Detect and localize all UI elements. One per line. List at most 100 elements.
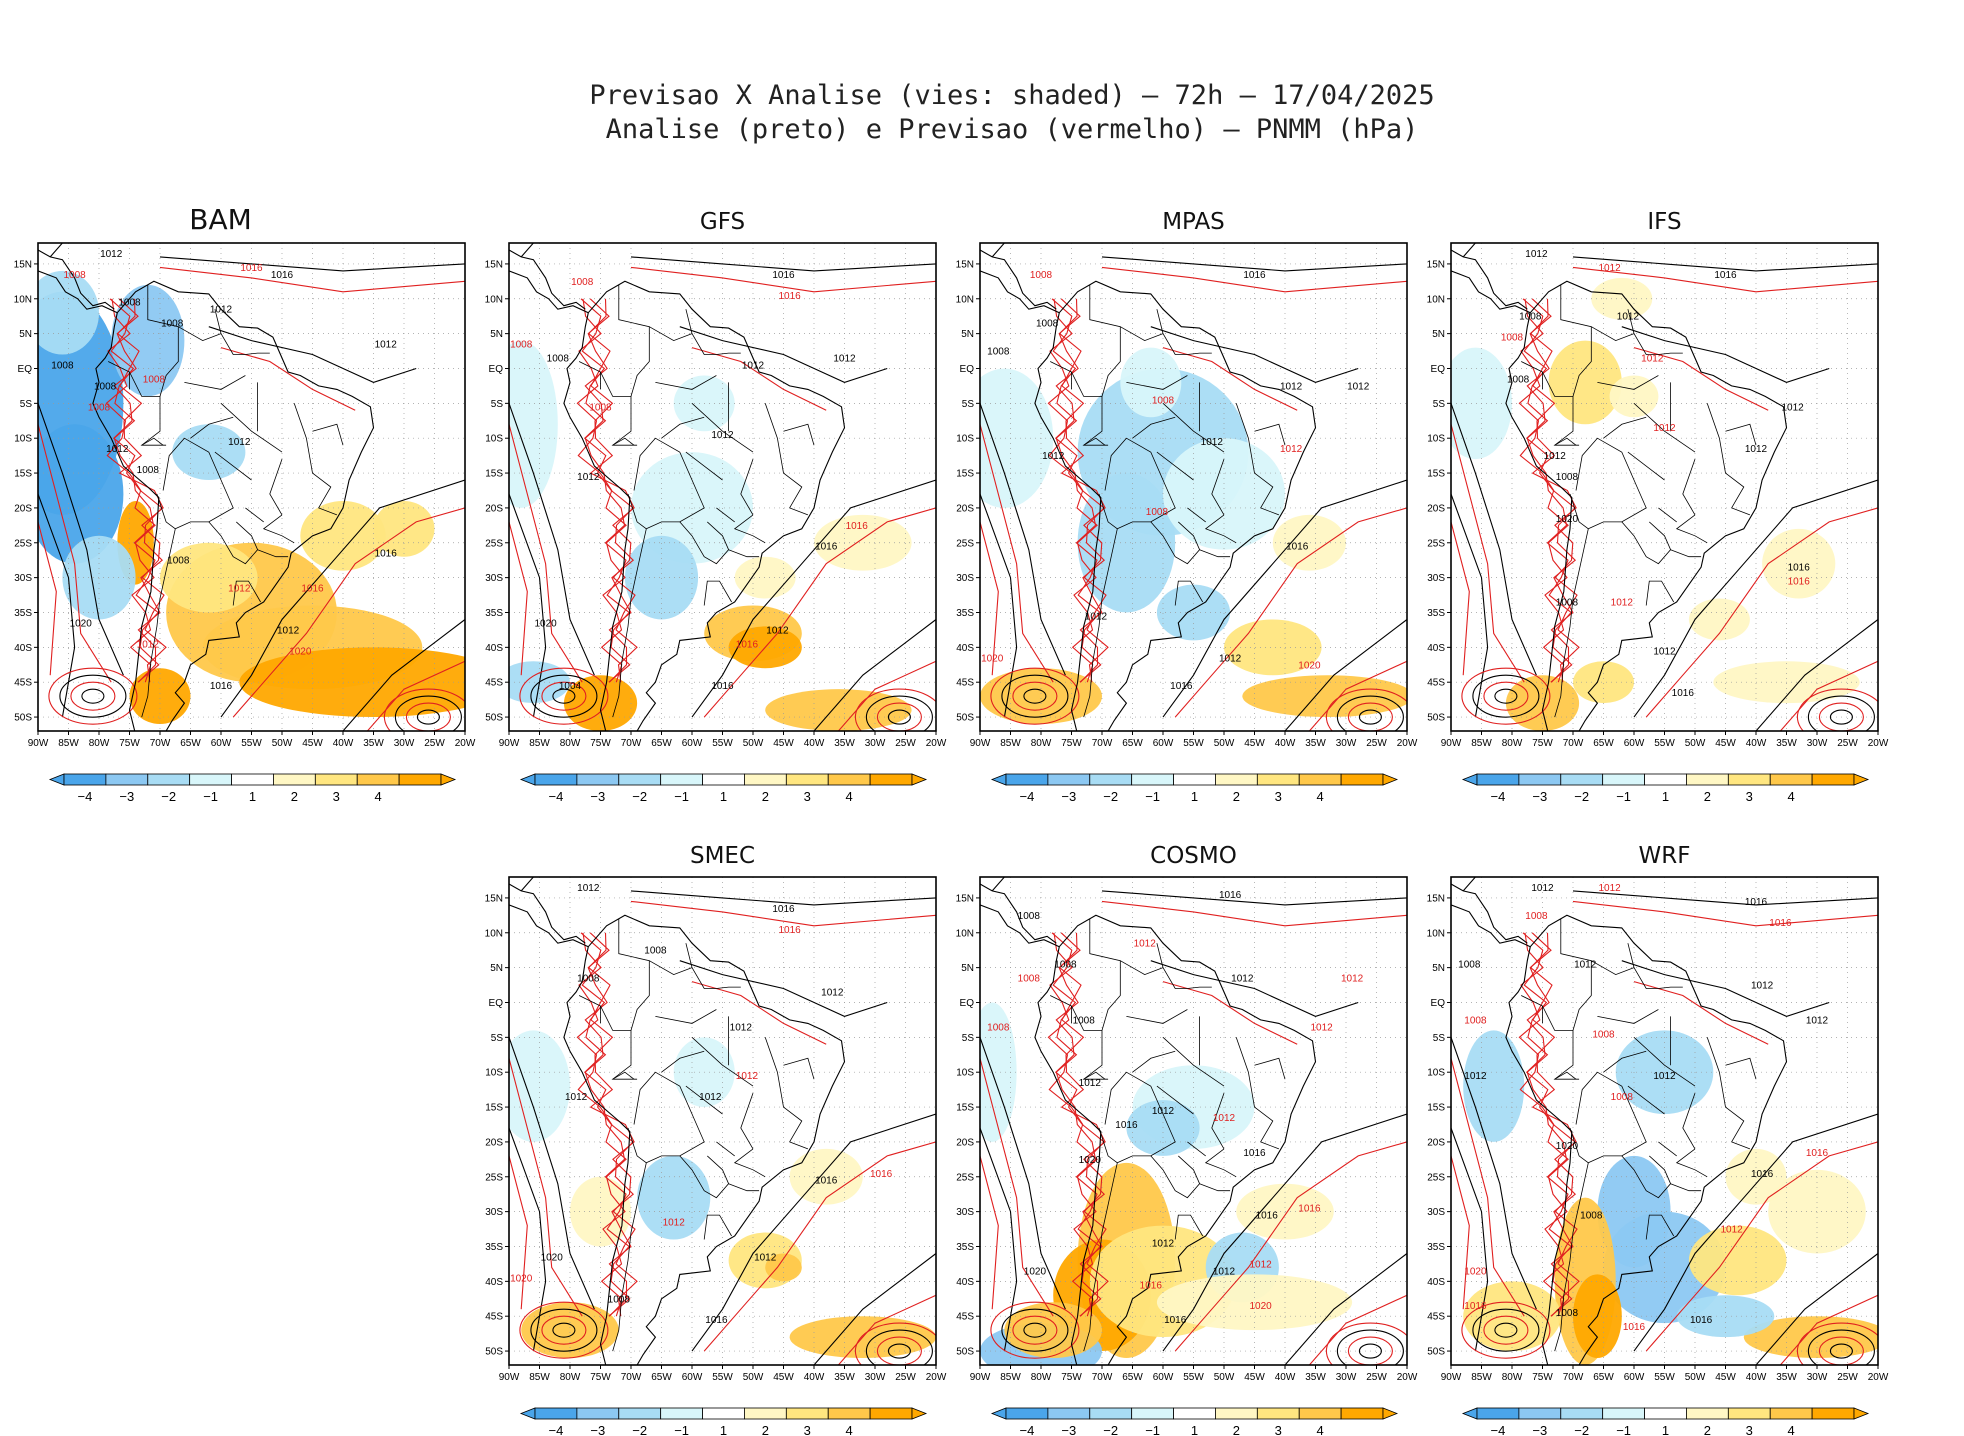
border-line — [1633, 403, 1696, 453]
colorbar-swatch — [702, 773, 745, 786]
lat-tick-label: 15S — [485, 1103, 503, 1114]
isobar-label: 1012 — [742, 360, 765, 371]
isobar-label: 1020 — [1249, 1301, 1272, 1312]
cyclone-isobar — [1347, 1336, 1393, 1365]
cyclone-isobar — [530, 1308, 598, 1352]
lon-tick-label: 80W — [560, 738, 581, 749]
isobar-label: 1012 — [1219, 653, 1242, 664]
cyclone-isobar — [990, 667, 1080, 725]
border-line — [691, 333, 741, 355]
border-line — [1211, 458, 1225, 516]
isobar-label: 1016 — [1806, 1148, 1829, 1159]
colorbar-arrow-low — [990, 773, 1007, 786]
colorbar-swatch — [1811, 773, 1855, 786]
lat-tick-label: 35S — [485, 1242, 503, 1253]
south-america-coast — [1034, 914, 1317, 1365]
colorbar-label: 1 — [1191, 1423, 1198, 1436]
country-borders — [1521, 918, 1757, 1352]
cyclone-isobar — [1325, 688, 1407, 731]
border-line — [162, 437, 234, 530]
isobar-label: 1016 — [1164, 1315, 1187, 1326]
border-line — [691, 1037, 754, 1087]
lat-tick-label: 20S — [956, 1137, 974, 1148]
lon-tick-label: 75W — [590, 1372, 611, 1383]
lon-tick-label: 80W — [89, 738, 110, 749]
colorbar-swatch — [1005, 1407, 1049, 1420]
cyclone-isobar — [1818, 702, 1864, 731]
andes-forecast-isobar — [1518, 932, 1569, 1317]
border-line — [1254, 472, 1274, 509]
border-line — [1658, 507, 1677, 523]
border-line — [1706, 1037, 1726, 1108]
lon-tick-label: 30W — [865, 1372, 886, 1383]
border-line — [178, 309, 222, 342]
andes-forecast-isobar — [109, 298, 160, 683]
colorbar-label: −4 — [1020, 789, 1035, 804]
isobars — [1451, 256, 1878, 731]
lon-tick-label: 50W — [1214, 738, 1235, 749]
isobar-label: 1012 — [1085, 611, 1108, 622]
isobar-label: 1016 — [772, 904, 795, 915]
axes: 15N 10N 5N EQ 5S 10S 15S 20S 25S 30S 35S 40S 45S 50S 9… — [1427, 259, 1889, 749]
cyclone-isobar — [81, 688, 105, 704]
colorbar-arrow-high — [1382, 773, 1399, 786]
lat-tick-label: 5S — [491, 1033, 504, 1044]
panel-cosmo: COSMO 1016 1008 1012 1008 1008 1012 1012 1008 100… — [956, 843, 1418, 1436]
lat-tick-label: 50S — [956, 1347, 974, 1358]
colorbar-label: −3 — [1061, 789, 1076, 804]
isobar-label: 1012 — [1152, 1106, 1175, 1117]
bias-region — [1676, 1295, 1775, 1338]
border-line — [108, 361, 130, 390]
cyclone-isobar — [59, 674, 127, 718]
isobars — [980, 256, 1407, 731]
isobar-label: 1020 — [1024, 1266, 1047, 1277]
panel-smec: SMEC101210161016100810081012101210121012… — [485, 843, 947, 1436]
analysis-isobar — [38, 403, 124, 676]
bias-region — [814, 514, 912, 571]
central-america-coast — [509, 883, 586, 944]
andes-forecast-isobar — [1051, 932, 1102, 1317]
colorbar-label: 2 — [1233, 789, 1240, 804]
lon-tick-label: 75W — [1532, 738, 1553, 749]
isobar-label: 1012 — [1781, 402, 1804, 413]
isobar-label: 1012 — [699, 1092, 722, 1103]
border-line — [1162, 1037, 1225, 1087]
cyclone-isobar — [541, 1315, 587, 1345]
isobar-labels: 1016 1008 1008 1008 1012 1012 1008 1012 1012 1012… — [981, 270, 1370, 692]
isobar-labels: 1016 1016 1008 1008 1008 1012 1012 1012 1008 1012… — [510, 270, 868, 692]
forecast-isobar — [1101, 266, 1407, 293]
cyclone-isobar — [519, 667, 609, 725]
border-line — [600, 371, 638, 446]
lon-tick-label: 30W — [865, 738, 886, 749]
bias-region — [624, 535, 699, 620]
central-america-coast — [509, 904, 589, 948]
bias-region — [734, 556, 796, 599]
lon-tick-label: 65W — [1593, 1372, 1614, 1383]
border-line — [716, 507, 735, 523]
colorbar-swatch — [1215, 773, 1258, 786]
border-line — [318, 507, 338, 516]
colorbar-swatch — [660, 1407, 703, 1420]
lat-tick-label: 45S — [956, 678, 974, 689]
lon-tick-label: 25W — [1366, 1372, 1387, 1383]
border-line — [184, 375, 246, 390]
lat-tick-label: 30S — [1427, 573, 1445, 584]
colorbar-label: 1 — [720, 789, 727, 804]
border-line — [1621, 1155, 1672, 1199]
border-line — [1591, 309, 1635, 342]
isobar-label: 1008 — [644, 946, 667, 957]
border-line — [649, 309, 693, 342]
border-line — [1211, 1092, 1225, 1150]
border-line — [1658, 1141, 1677, 1157]
lat-tick-label: 50S — [956, 713, 974, 724]
analysis-isobar — [813, 1253, 936, 1365]
map-area: 1016 1008 1008 1008 1012 1012 1008 1012 1012 1012… — [980, 243, 1407, 731]
country-borders — [578, 284, 815, 718]
border-line — [1174, 580, 1204, 606]
isobar-label: 1012 — [1464, 1071, 1487, 1082]
lon-tick-label: 30W — [1336, 738, 1357, 749]
forecast-isobar — [509, 521, 528, 676]
colorbar-label: 1 — [1191, 789, 1198, 804]
lon-tick-label: 55W — [712, 1372, 733, 1383]
lat-tick-label: 20S — [485, 503, 503, 514]
